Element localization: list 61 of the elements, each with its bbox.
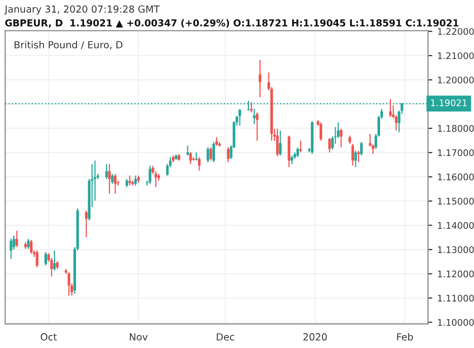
y-tick-label: 1.14000 bbox=[438, 222, 474, 229]
candlestick bbox=[10, 238, 12, 260]
y-tick-label: 1.16000 bbox=[438, 174, 474, 180]
candlestick bbox=[320, 122, 322, 142]
candlestick bbox=[36, 250, 38, 268]
x-tick-label: Feb bbox=[397, 333, 413, 341]
y-tick-label: 1.10000 bbox=[438, 319, 474, 326]
y-tick-label: 1.22000 bbox=[438, 28, 474, 35]
candlestick bbox=[108, 163, 111, 194]
candlestick bbox=[212, 142, 216, 163]
candlestick bbox=[258, 59, 262, 98]
candlestick bbox=[256, 112, 258, 142]
candlestick bbox=[276, 128, 279, 157]
y-tick-label: 1.15000 bbox=[438, 198, 474, 205]
candlestick bbox=[340, 128, 342, 148]
candlestick bbox=[357, 150, 360, 163]
candlestick bbox=[226, 146, 230, 163]
candlestick bbox=[68, 272, 70, 296]
y-tick-label: 1.18000 bbox=[438, 125, 474, 132]
candlestick bbox=[238, 108, 242, 126]
candlestick bbox=[148, 165, 152, 184]
candlestick bbox=[360, 142, 363, 156]
candlestick bbox=[250, 102, 253, 113]
ref-line-label: 1.19021 bbox=[431, 99, 467, 106]
candlestick bbox=[296, 146, 300, 158]
x-tick-label: Dec bbox=[216, 333, 234, 341]
x-tick-label: Nov bbox=[130, 333, 148, 341]
candlestick bbox=[354, 150, 357, 168]
candlestick bbox=[30, 239, 33, 254]
candlestick bbox=[27, 238, 30, 250]
candlestick bbox=[288, 135, 290, 168]
y-tick-label: 1.13000 bbox=[438, 246, 474, 254]
candlestick bbox=[351, 143, 354, 166]
candlestick bbox=[189, 152, 192, 165]
candlestick bbox=[328, 137, 331, 153]
candlestick bbox=[134, 175, 137, 186]
text: January 31, 2020 07:19:28 GMT bbox=[4, 5, 160, 15]
candlestick bbox=[279, 130, 282, 156]
candlestick bbox=[206, 146, 210, 163]
x-tick-label: 2020 bbox=[303, 333, 327, 341]
candlestick bbox=[84, 210, 88, 238]
candlestick bbox=[50, 257, 53, 278]
candlestick bbox=[44, 251, 48, 266]
y-tick-label: 1.21000 bbox=[438, 52, 474, 60]
candlestick bbox=[111, 173, 114, 184]
y-tick-label: 1.17000 bbox=[438, 149, 474, 156]
candlestick bbox=[15, 230, 18, 248]
y-tick-label: 1.20000 bbox=[438, 76, 474, 84]
text: British Pound / Euro, D bbox=[14, 40, 122, 50]
candlestick bbox=[105, 163, 108, 180]
candlestick bbox=[389, 98, 392, 118]
candlestick bbox=[114, 173, 117, 194]
x-tick-label: Oct bbox=[40, 333, 57, 341]
candlestick bbox=[128, 175, 132, 186]
y-tick-label: 1.11000 bbox=[438, 294, 474, 302]
candlestick bbox=[198, 156, 201, 172]
chart-subtitle: GBPEUR, D 1.19021 ▲ +0.00347 (+0.29%) O:1.18721 H:1.19045 L:1.18591 C:1.19021 bbox=[5, 19, 458, 28]
candlestick bbox=[53, 250, 56, 272]
candlestick bbox=[210, 146, 212, 162]
candlestick bbox=[299, 140, 302, 153]
y-tick-label: 1.12000 bbox=[438, 270, 474, 278]
